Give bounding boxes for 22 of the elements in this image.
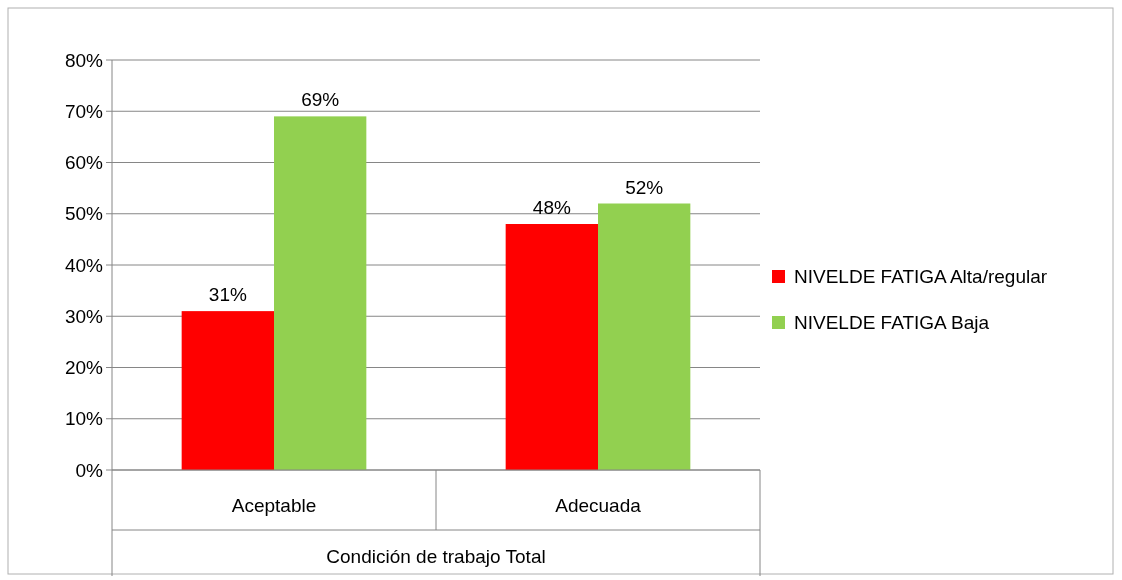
x-tick-label: Adecuada (555, 495, 642, 516)
bar (505, 224, 598, 470)
bar (274, 116, 367, 470)
y-tick-label: 10% (64, 408, 104, 430)
y-tick-label: 80% (64, 49, 104, 71)
data-label: 31% (208, 284, 247, 306)
bar (598, 203, 691, 470)
data-label: 52% (625, 176, 664, 198)
y-tick-label: 50% (64, 203, 104, 225)
y-tick-label: 60% (64, 152, 104, 174)
legend-label: NIVELDE FATIGA Alta/regular (794, 265, 1048, 287)
x-axis-title: Condición de trabajo Total (326, 546, 546, 567)
bar (181, 311, 274, 470)
data-label: 48% (532, 197, 571, 218)
y-tick-label: 20% (64, 357, 104, 379)
y-tick-label: 40% (64, 254, 104, 276)
y-tick-label: 30% (64, 305, 104, 327)
legend-label: NIVELDE FATIGA Baja (794, 311, 990, 333)
data-label: 69% (301, 89, 340, 111)
y-tick-label: 70% (64, 100, 104, 122)
y-tick-label: 0% (75, 459, 104, 481)
x-tick-label: Aceptable (231, 495, 317, 516)
